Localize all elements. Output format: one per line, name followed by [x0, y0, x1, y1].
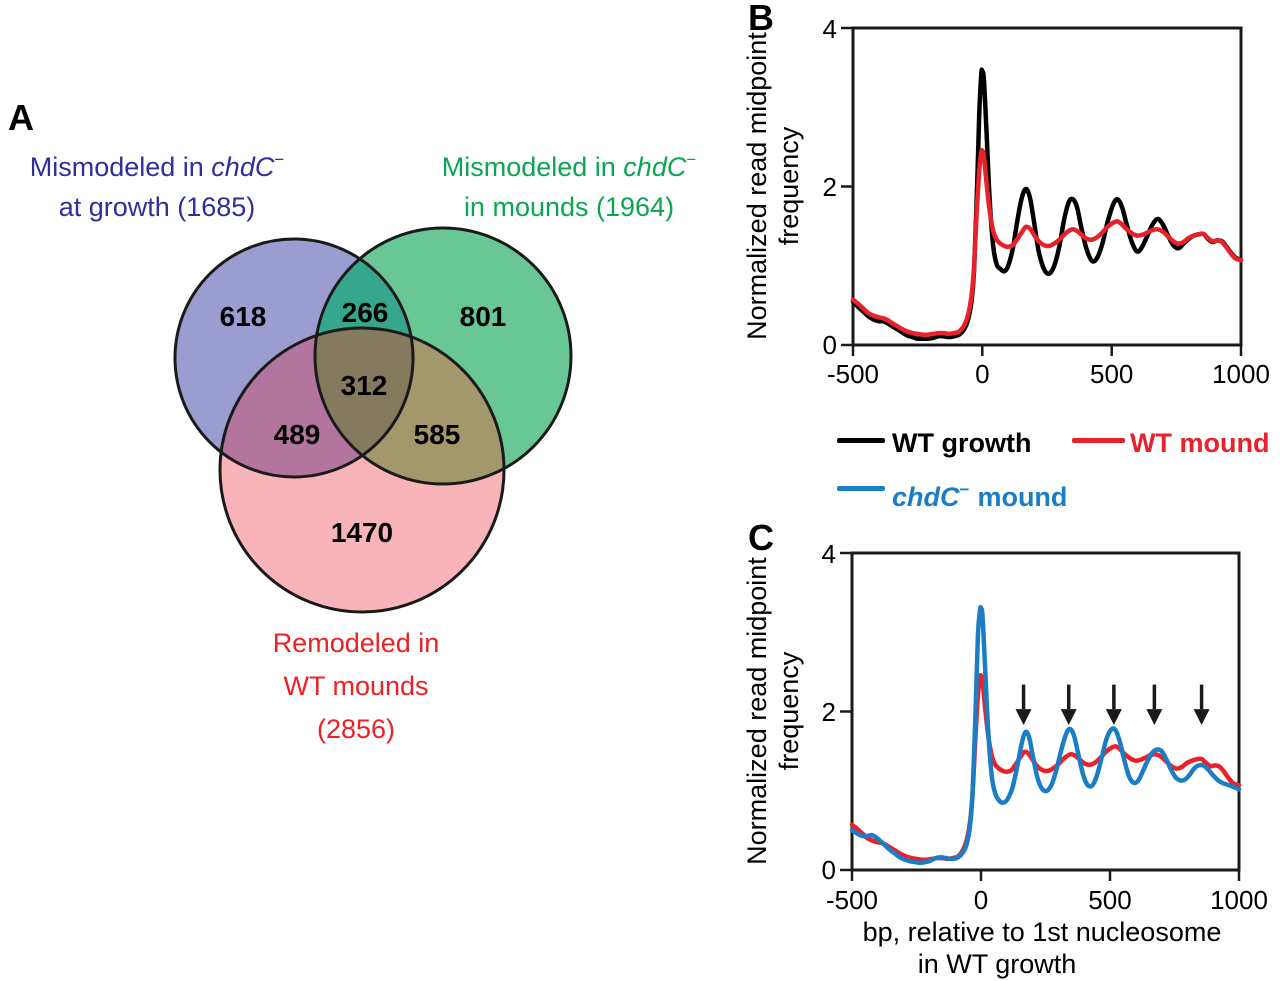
y-tick-label: 2 — [823, 172, 837, 202]
y-axis-label-line1: Normalized read midpoint — [742, 557, 772, 865]
legend-label-chdc-mound: chdC− mound — [892, 476, 1067, 512]
legend-label-text: mound — [977, 482, 1068, 512]
y-tick-label: 2 — [822, 697, 836, 727]
panel-c-letter: C — [748, 517, 774, 558]
venn-count-growth-mound: 266 — [342, 297, 389, 328]
legend-label-wt-growth: WT growth — [892, 428, 1031, 458]
chart-panel-b: 4 2 0 -500 0 500 1000 Normalized read mi… — [742, 14, 1270, 389]
venn-label-remodeled-line2: WT mounds — [283, 671, 429, 701]
legend-label-text: WT mound — [1130, 428, 1270, 458]
x-tick-label: -500 — [826, 885, 878, 915]
venn-label-growth-prefix: Mismodeled in — [29, 152, 212, 182]
venn-label-mismodeled-mounds: Mismodeled in chdC− in mounds (1964) — [409, 141, 729, 227]
venn-diagram: 618 266 801 312 489 585 1470 — [173, 226, 573, 614]
series-line-chdc-mound — [849, 604, 1242, 866]
nucleosome-position-arrowhead — [1193, 709, 1210, 725]
x-tick-label: 0 — [974, 885, 988, 915]
panel-b-letter: B — [748, 0, 774, 38]
nucleosome-position-arrowhead — [1105, 709, 1122, 725]
superscript-minus: − — [274, 150, 285, 169]
venn-count-remodeled-only: 1470 — [331, 517, 393, 548]
venn-count-center: 312 — [341, 370, 388, 401]
superscript-minus: − — [959, 480, 970, 499]
gene-name: chdC — [892, 482, 960, 512]
gene-name: chdC — [623, 152, 687, 182]
venn-count-growth-only: 618 — [220, 301, 267, 332]
venn-label-remodeled-line1: Remodeled in — [272, 628, 440, 658]
x-tick-label: 0 — [975, 359, 989, 389]
y-tick-label: 4 — [822, 539, 836, 569]
venn-label-remodeled: Remodeled in WT mounds (2856) — [226, 622, 486, 751]
x-tick-label: -500 — [827, 359, 879, 389]
venn-label-mismodeled-growth: Mismodeled in chdC− at growth (1685) — [0, 141, 314, 227]
series-line-wt-growth — [850, 67, 1244, 342]
chart-panel-c: 4 2 0 -500 0 500 1000 Normalized read mi… — [742, 539, 1268, 979]
x-tick-label: 500 — [1090, 359, 1133, 389]
venn-count-growth-remodeled: 489 — [274, 419, 321, 450]
series-line-wt-mound — [849, 672, 1242, 863]
nucleosome-position-arrowhead — [1060, 709, 1077, 725]
plot-box — [850, 551, 1241, 872]
y-tick-label: 0 — [822, 855, 836, 885]
legend-swatch-chdc-mound — [837, 486, 885, 491]
plot-frame-b — [841, 26, 1243, 356]
plot-box — [851, 26, 1243, 347]
plot-frame-c — [840, 551, 1241, 881]
venn-outline-mound — [313, 226, 573, 486]
venn-outline-growth — [173, 237, 415, 479]
series-line-wt-mound — [850, 147, 1244, 338]
superscript-minus: − — [686, 150, 697, 169]
nucleosome-position-arrowhead — [1146, 709, 1163, 725]
y-axis-label-line2: frequency — [774, 126, 804, 245]
panel-a-letter: A — [8, 97, 34, 138]
arrow-annotations — [1015, 684, 1210, 725]
venn-label-mound-prefix: Mismodeled in — [441, 152, 624, 182]
legend-swatch-wt-mound — [1072, 438, 1125, 443]
x-axis-label-line1: bp, relative to 1st nucleosome — [863, 917, 1222, 947]
legend-swatch-wt-growth — [837, 438, 885, 443]
series-layer-c — [849, 604, 1242, 866]
venn-label-mound-line2: in mounds (1964) — [463, 192, 675, 222]
venn-count-mound-remodeled: 585 — [414, 419, 461, 450]
x-tick-label: 500 — [1088, 885, 1131, 915]
y-tick-label: 4 — [823, 14, 837, 44]
y-axis-label-line1: Normalized read midpoint — [742, 32, 772, 340]
x-axis-label-line2: in WT growth — [918, 949, 1077, 979]
venn-count-mound-only: 801 — [460, 301, 507, 332]
series-layer-b — [850, 67, 1244, 342]
venn-label-remodeled-line3: (2856) — [316, 714, 396, 744]
nucleosome-position-arrowhead — [1015, 709, 1032, 725]
y-tick-label: 0 — [823, 330, 837, 360]
y-axis-label-line2: frequency — [774, 651, 804, 770]
x-tick-label: 1000 — [1210, 885, 1268, 915]
gene-name: chdC — [211, 152, 275, 182]
legend-label-wt-mound: WT mound — [1130, 428, 1269, 458]
venn-outline-remodeled — [218, 326, 506, 614]
legend-label-text: WT growth — [892, 428, 1032, 458]
venn-label-growth-line2: at growth (1685) — [58, 192, 256, 222]
x-tick-label: 1000 — [1212, 359, 1270, 389]
